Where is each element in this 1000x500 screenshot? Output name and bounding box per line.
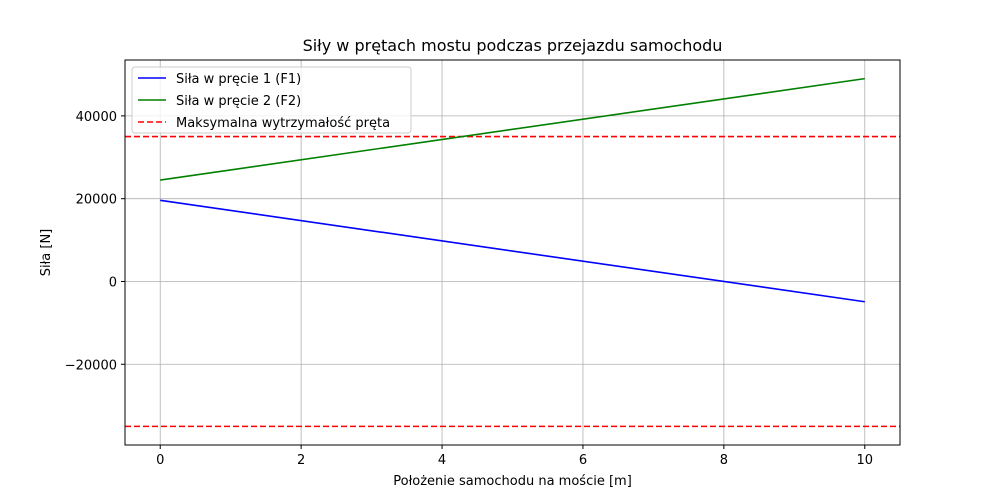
x-axis-ticks: 0 2 4 6 8 10 bbox=[156, 445, 873, 468]
y-tick-label: −20000 bbox=[65, 358, 117, 373]
y-axis-ticks: −20000 0 20000 40000 bbox=[65, 110, 125, 373]
series-line-f2 bbox=[160, 77, 865, 181]
x-tick-label: 8 bbox=[720, 453, 728, 468]
legend: Siła w pręcie 1 (F1) Siła w pręcie 2 (F2)… bbox=[131, 66, 412, 134]
legend-label: Siła w pręcie 1 (F1) bbox=[176, 72, 301, 87]
y-tick-label: 0 bbox=[109, 275, 117, 290]
x-tick-label: 10 bbox=[856, 453, 873, 468]
x-tick-label: 6 bbox=[579, 453, 587, 468]
x-tick-label: 4 bbox=[438, 453, 446, 468]
reference-lines bbox=[125, 135, 900, 428]
legend-box bbox=[131, 66, 412, 134]
chart-title: Siły w prętach mostu podczas przejazdu s… bbox=[303, 36, 723, 55]
y-tick-label: 40000 bbox=[76, 110, 117, 125]
legend-label: Maksymalna wytrzymałość pręta bbox=[176, 116, 390, 131]
grid-layer bbox=[125, 60, 900, 445]
x-axis-label: Położenie samochodu na moście [m] bbox=[393, 474, 632, 489]
y-tick-label: 20000 bbox=[76, 193, 117, 208]
legend-label: Siła w pręcie 2 (F2) bbox=[176, 94, 301, 109]
plot-frame bbox=[124, 59, 901, 446]
y-axis-label: Siła [N] bbox=[39, 229, 54, 277]
series-layer bbox=[160, 77, 865, 303]
series-line-f1 bbox=[160, 199, 865, 303]
x-tick-label: 2 bbox=[297, 453, 305, 468]
x-tick-label: 0 bbox=[156, 453, 164, 468]
